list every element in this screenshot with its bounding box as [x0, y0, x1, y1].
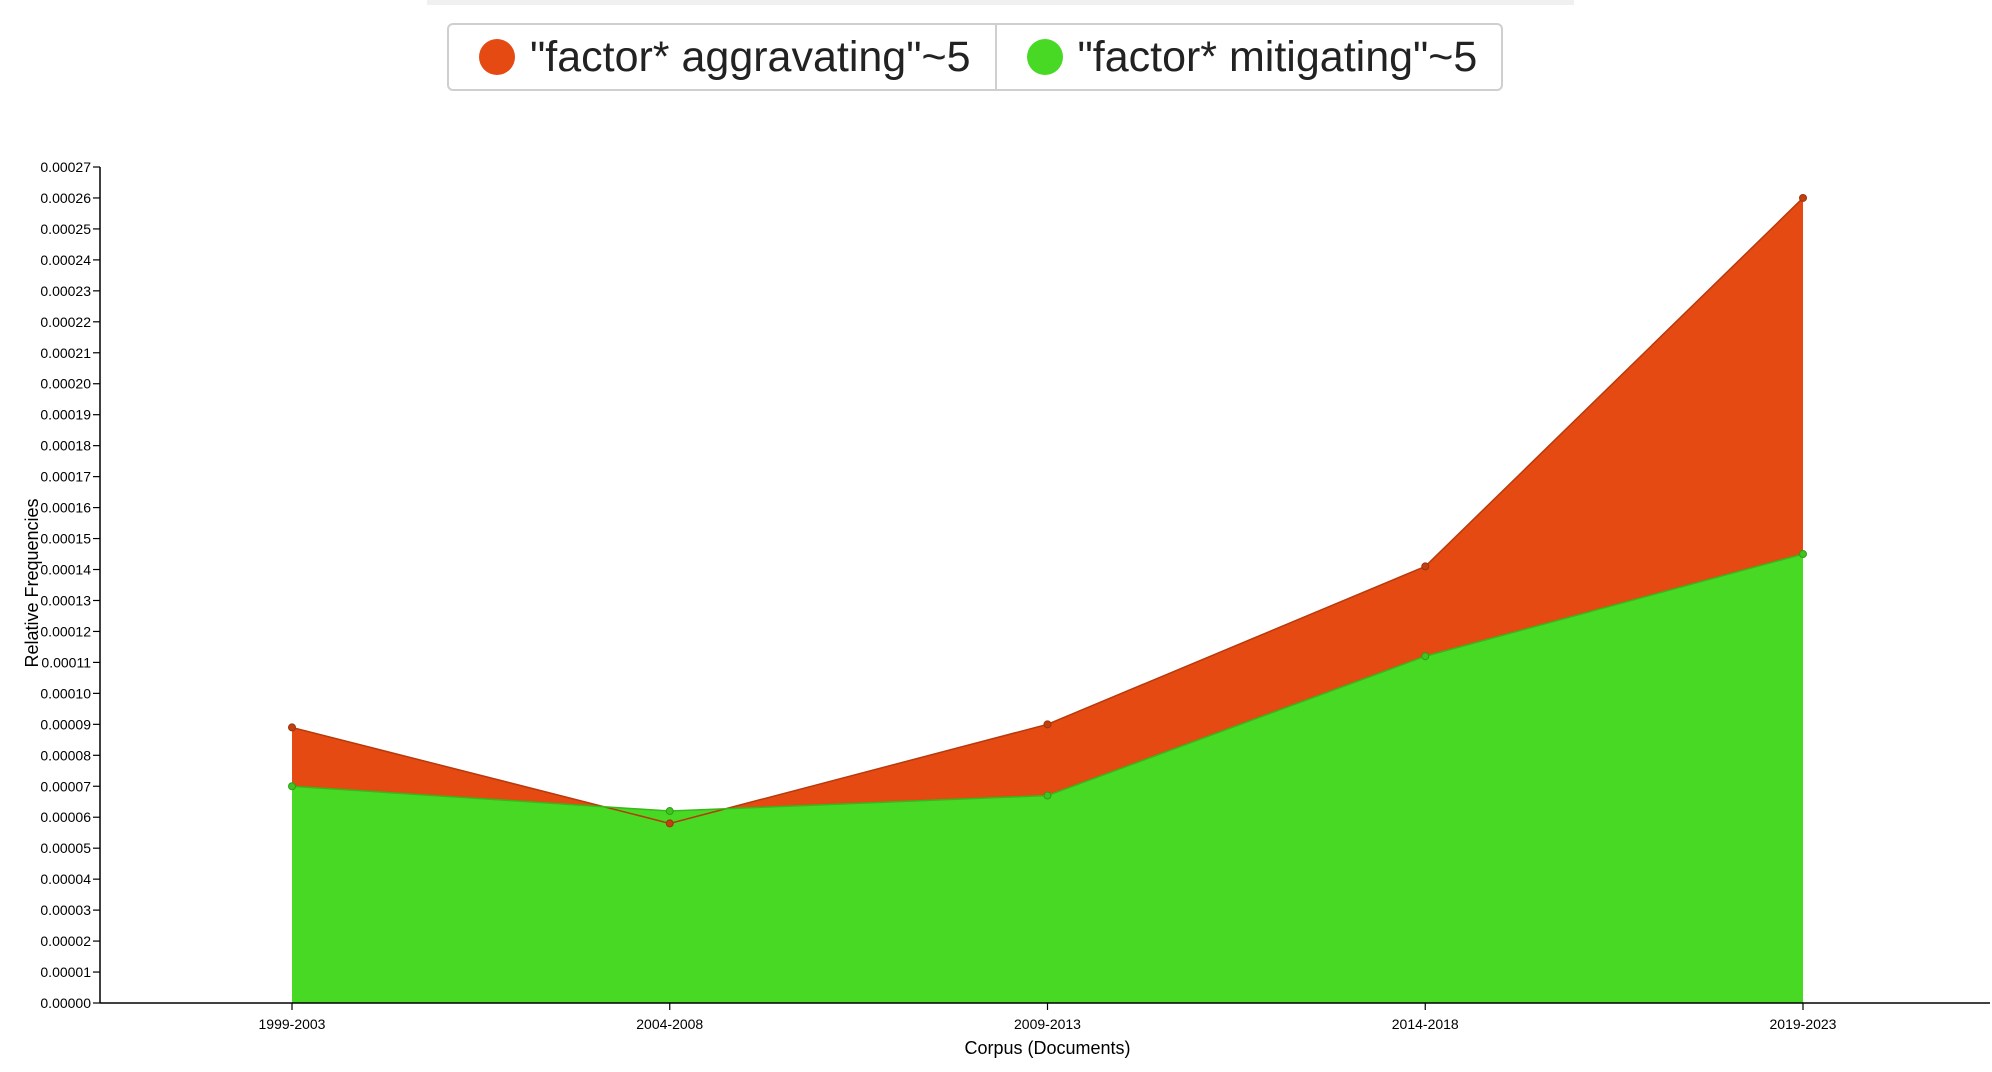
point-series-0-4[interactable]	[1799, 193, 1807, 202]
x-axis: 1999-2003 2004-2008 2009-2013 2014-2018 2019…	[100, 1002, 1990, 1032]
y-tick-label-19: 0.00019	[40, 407, 91, 423]
y-tick-label-13: 0.00013	[40, 592, 91, 608]
chart-points	[288, 193, 1807, 828]
x-tick-label-3: 2014-2018	[1392, 1016, 1459, 1032]
y-tick-label-2: 0.00002	[40, 933, 91, 949]
x-tick-label-0: 1999-2003	[259, 1016, 326, 1032]
x-tick-label-1: 2004-2008	[636, 1016, 703, 1032]
y-tick-label-1: 0.00001	[40, 964, 91, 980]
y-tick-label-15: 0.00015	[40, 531, 91, 547]
y-tick-label-25: 0.00025	[40, 221, 91, 237]
y-tick-label-14: 0.00014	[40, 562, 91, 578]
y-axis: 0.00000 0.00001 0.00002 0.00003 0.00004 0.000…	[40, 159, 101, 1011]
y-tick-label-8: 0.00008	[40, 747, 91, 763]
point-series-0-3[interactable]	[1421, 562, 1430, 571]
y-tick-label-5: 0.00005	[40, 840, 91, 856]
chart-areas	[292, 197, 1803, 1004]
y-tick-label-22: 0.00022	[40, 314, 91, 330]
legend-item-mitigating[interactable]: "factor* mitigating"~5	[994, 25, 1502, 89]
point-series-0-0[interactable]	[288, 723, 296, 732]
y-tick-label-6: 0.00006	[40, 809, 91, 825]
y-tick-label-23: 0.00023	[40, 283, 91, 299]
point-series-1-1[interactable]	[665, 807, 674, 816]
point-series-0-2[interactable]	[1043, 720, 1052, 729]
y-tick-label-21: 0.00021	[40, 345, 91, 361]
y-tick-label-26: 0.00026	[40, 190, 91, 206]
legend-label-aggravating: "factor* aggravating"~5	[530, 32, 971, 81]
y-tick-label-27: 0.00027	[40, 159, 91, 175]
y-tick-label-3: 0.00003	[40, 902, 91, 918]
point-series-0-1[interactable]	[665, 819, 674, 828]
y-tick-label-12: 0.00012	[40, 623, 91, 639]
y-tick-label-4: 0.00004	[40, 871, 91, 887]
area-series-1	[292, 554, 1803, 1003]
point-series-1-4[interactable]	[1799, 550, 1807, 559]
legend-swatch-mitigating	[1026, 39, 1063, 75]
legend-swatch-aggravating	[479, 39, 515, 75]
legend-label-mitigating: "factor* mitigating"~5	[1077, 32, 1478, 81]
y-axis-title: Relative Frequencies	[22, 498, 42, 667]
y-tick-label-17: 0.00017	[40, 469, 91, 485]
y-tick-label-18: 0.00018	[40, 438, 91, 454]
y-tick-label-16: 0.00016	[40, 500, 91, 516]
y-tick-label-24: 0.00024	[40, 252, 91, 268]
y-tick-label-0: 0.00000	[40, 995, 91, 1011]
point-series-1-0[interactable]	[288, 782, 296, 791]
y-tick-label-20: 0.00020	[40, 376, 91, 392]
point-series-1-3[interactable]	[1421, 652, 1430, 661]
top-scrollbar-strip	[427, 0, 1574, 5]
legend-item-aggravating[interactable]: "factor* aggravating"~5	[449, 25, 994, 89]
y-tick-label-11: 0.00011	[41, 654, 91, 670]
y-tick-label-7: 0.00007	[40, 778, 91, 794]
chart-legend: "factor* aggravating"~5 "factor* mitigat…	[447, 23, 1504, 91]
x-tick-label-2: 2009-2013	[1014, 1016, 1081, 1032]
x-tick-label-4: 2019-2023	[1770, 1016, 1837, 1032]
y-tick-label-10: 0.00010	[40, 685, 91, 701]
point-series-1-2[interactable]	[1043, 791, 1052, 800]
y-tick-label-9: 0.00009	[40, 716, 91, 732]
x-axis-title: Corpus (Documents)	[964, 1038, 1130, 1058]
